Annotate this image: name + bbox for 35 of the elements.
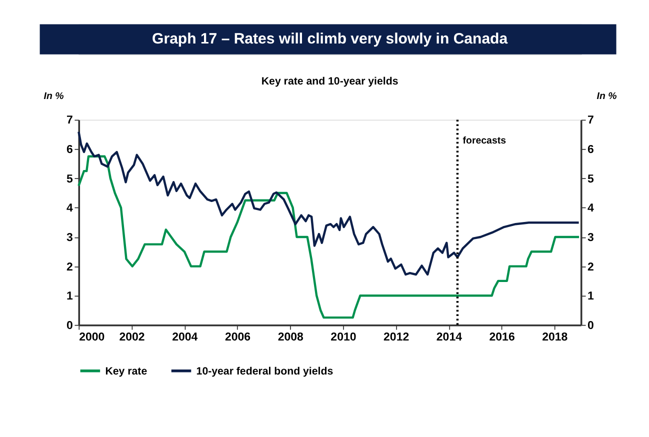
- x-tick-label: 2012: [384, 331, 410, 344]
- y2-tick-label: 3: [588, 232, 594, 244]
- x-tick-label: 2000: [79, 331, 105, 344]
- ref-line-label: forecasts: [462, 136, 506, 147]
- y-tick-label: 7: [66, 114, 73, 127]
- y-tick-label: 6: [66, 144, 73, 156]
- y-tick-label: 1: [66, 290, 74, 303]
- line-series: [78, 130, 580, 276]
- x-tick-label: 2010: [330, 331, 356, 344]
- y2-tick-label: 4: [588, 202, 595, 215]
- legend-label: 10-year federal bond yields: [196, 365, 334, 378]
- y-tick-label: 5: [66, 173, 74, 186]
- x-tick-label: 2008: [278, 331, 304, 344]
- y2-tick-label: 7: [588, 114, 594, 127]
- x-tick-label: 2016: [489, 331, 515, 344]
- line-series: [78, 155, 580, 319]
- legend-label: Key rate: [105, 365, 148, 378]
- x-tick-label: 2006: [224, 331, 251, 344]
- y-tick-label: 0: [66, 320, 73, 332]
- y-axis-title: In %: [44, 90, 64, 102]
- y2-tick-label: 0: [588, 320, 594, 332]
- chart-title: Graph 17 – Rates will climb very slowly in Canada: [152, 30, 508, 48]
- y-tick-label: 3: [66, 232, 73, 244]
- chart-subtitle: Key rate and 10-year yields: [261, 75, 398, 88]
- y2-axis-title: In %: [596, 90, 618, 102]
- y2-tick-label: 2: [588, 261, 594, 274]
- y-tick-label: 4: [66, 202, 74, 215]
- y2-tick-label: 5: [588, 173, 595, 186]
- y-tick-label: 2: [66, 261, 73, 274]
- x-tick-label: 2002: [119, 331, 145, 344]
- x-tick-label: 2018: [542, 331, 568, 344]
- y2-tick-label: 1: [588, 290, 595, 303]
- y2-tick-label: 6: [588, 144, 594, 156]
- x-tick-label: 2014: [436, 331, 463, 344]
- x-tick-label: 2004: [172, 331, 198, 344]
